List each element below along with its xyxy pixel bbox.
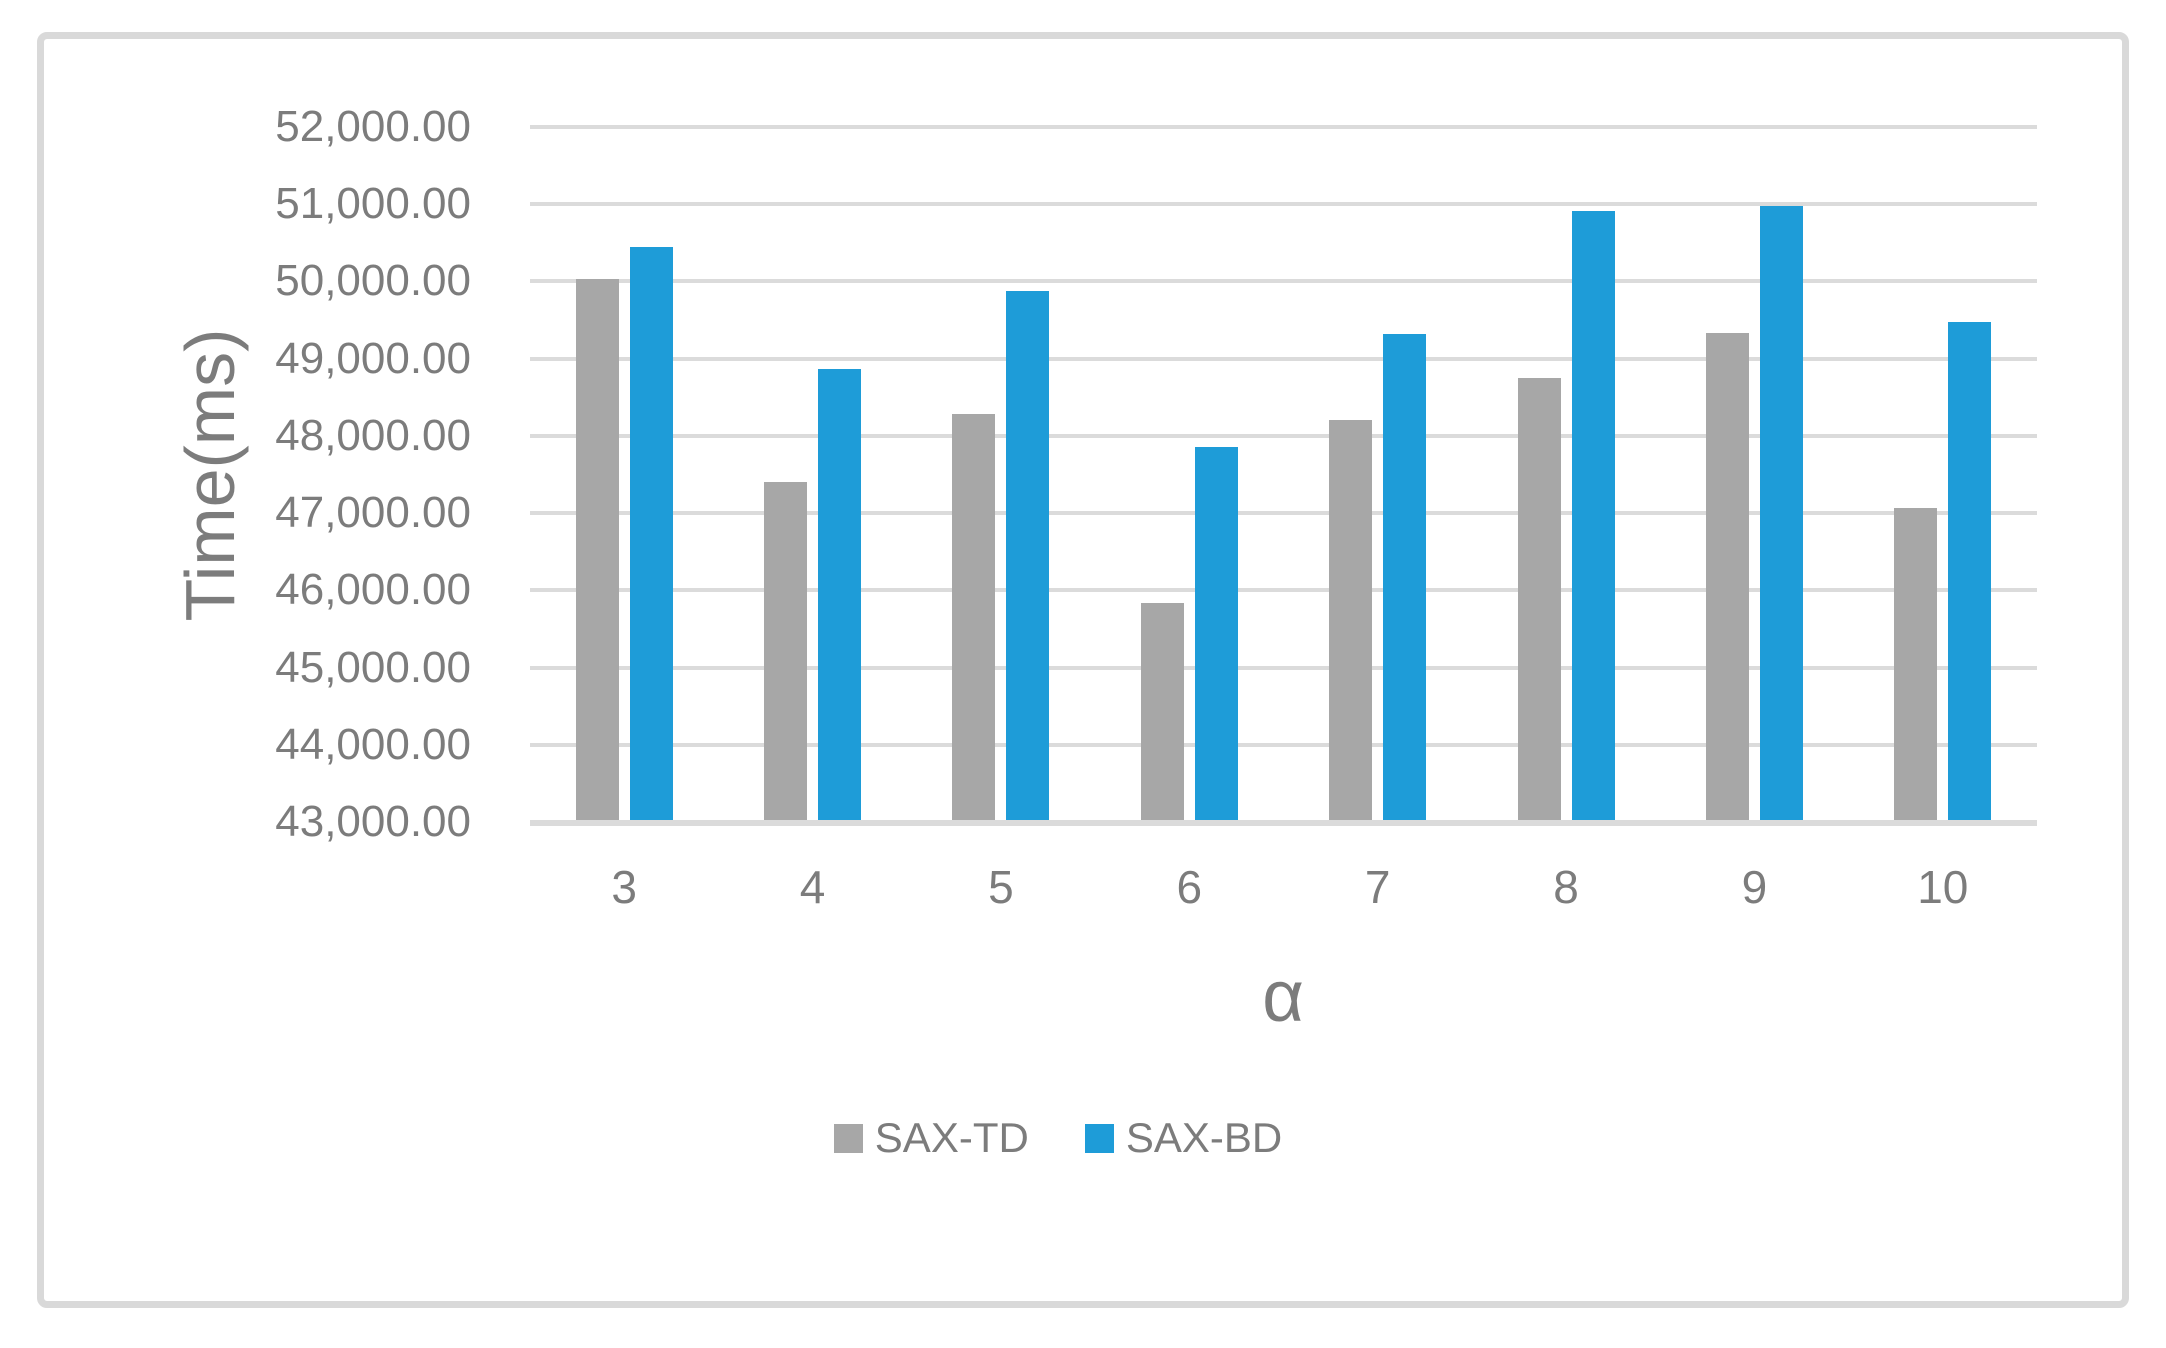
- gridline: [530, 125, 2037, 129]
- y-tick-label: 44,000.00: [275, 719, 471, 769]
- y-tick-label: 49,000.00: [275, 333, 471, 383]
- bar-sax-td-9: [1705, 333, 1749, 822]
- legend: SAX-TD SAX-BD: [0, 1114, 2116, 1162]
- bar-sax-bd-3: [629, 247, 673, 822]
- bar-sax-bd-7: [1383, 333, 1427, 822]
- gridline: [530, 433, 2037, 438]
- bar-sax-td-5: [952, 414, 996, 822]
- bar-sax-bd-5: [1006, 290, 1050, 822]
- x-tick-label: 7: [1364, 861, 1391, 913]
- gridline: [530, 665, 2037, 670]
- y-tick-label: 43,000.00: [275, 797, 471, 846]
- gridline: [530, 511, 2037, 516]
- x-tick-label: 9: [1741, 861, 1768, 913]
- legend-item-sax-td: SAX-TD: [833, 1114, 1029, 1162]
- y-tick-label: 46,000.00: [275, 565, 471, 615]
- bar-sax-td-3: [575, 279, 619, 822]
- x-tick-label: 4: [799, 861, 826, 913]
- x-tick-label: 10: [1917, 861, 1969, 913]
- bar-sax-bd-10: [1948, 321, 1992, 822]
- bar-sax-bd-6: [1194, 446, 1238, 822]
- legend-label-sax-td: SAX-TD: [874, 1114, 1029, 1161]
- bar-sax-td-8: [1517, 377, 1561, 822]
- gridline: [530, 356, 2037, 361]
- y-tick-label: 45,000.00: [275, 642, 471, 692]
- chart-outer-border: [37, 32, 2129, 1308]
- gridline: [530, 279, 2037, 284]
- y-tick-label: 52,000.00: [275, 102, 471, 151]
- x-tick-label: 8: [1553, 861, 1579, 913]
- x-axis-title: α: [1262, 957, 1304, 1037]
- gridline: [530, 202, 2037, 207]
- gridline: [530, 742, 2037, 747]
- y-tick-label: 51,000.00: [275, 179, 471, 229]
- x-tick-label: 6: [1176, 861, 1203, 913]
- bar-sax-bd-9: [1759, 205, 1803, 822]
- legend-label-sax-bd: SAX-BD: [1125, 1114, 1283, 1161]
- bar-sax-bd-4: [818, 369, 862, 822]
- bar-sax-td-10: [1894, 507, 1938, 822]
- gridline: [530, 588, 2037, 593]
- y-tick-label: 48,000.00: [275, 410, 471, 460]
- y-tick-label: 50,000.00: [275, 256, 471, 306]
- x-tick-label: 5: [988, 861, 1014, 913]
- legend-swatch-sax-bd: [1084, 1123, 1114, 1153]
- bar-sax-bd-8: [1571, 211, 1615, 822]
- bar-sax-td-6: [1140, 602, 1184, 822]
- x-axis-line: [530, 820, 2037, 826]
- bar-sax-td-7: [1329, 419, 1373, 822]
- bar-sax-td-4: [764, 482, 808, 822]
- legend-item-sax-bd: SAX-BD: [1084, 1114, 1283, 1162]
- y-tick-label: 47,000.00: [275, 488, 471, 538]
- x-tick-label: 3: [611, 861, 637, 913]
- legend-swatch-sax-td: [833, 1123, 863, 1153]
